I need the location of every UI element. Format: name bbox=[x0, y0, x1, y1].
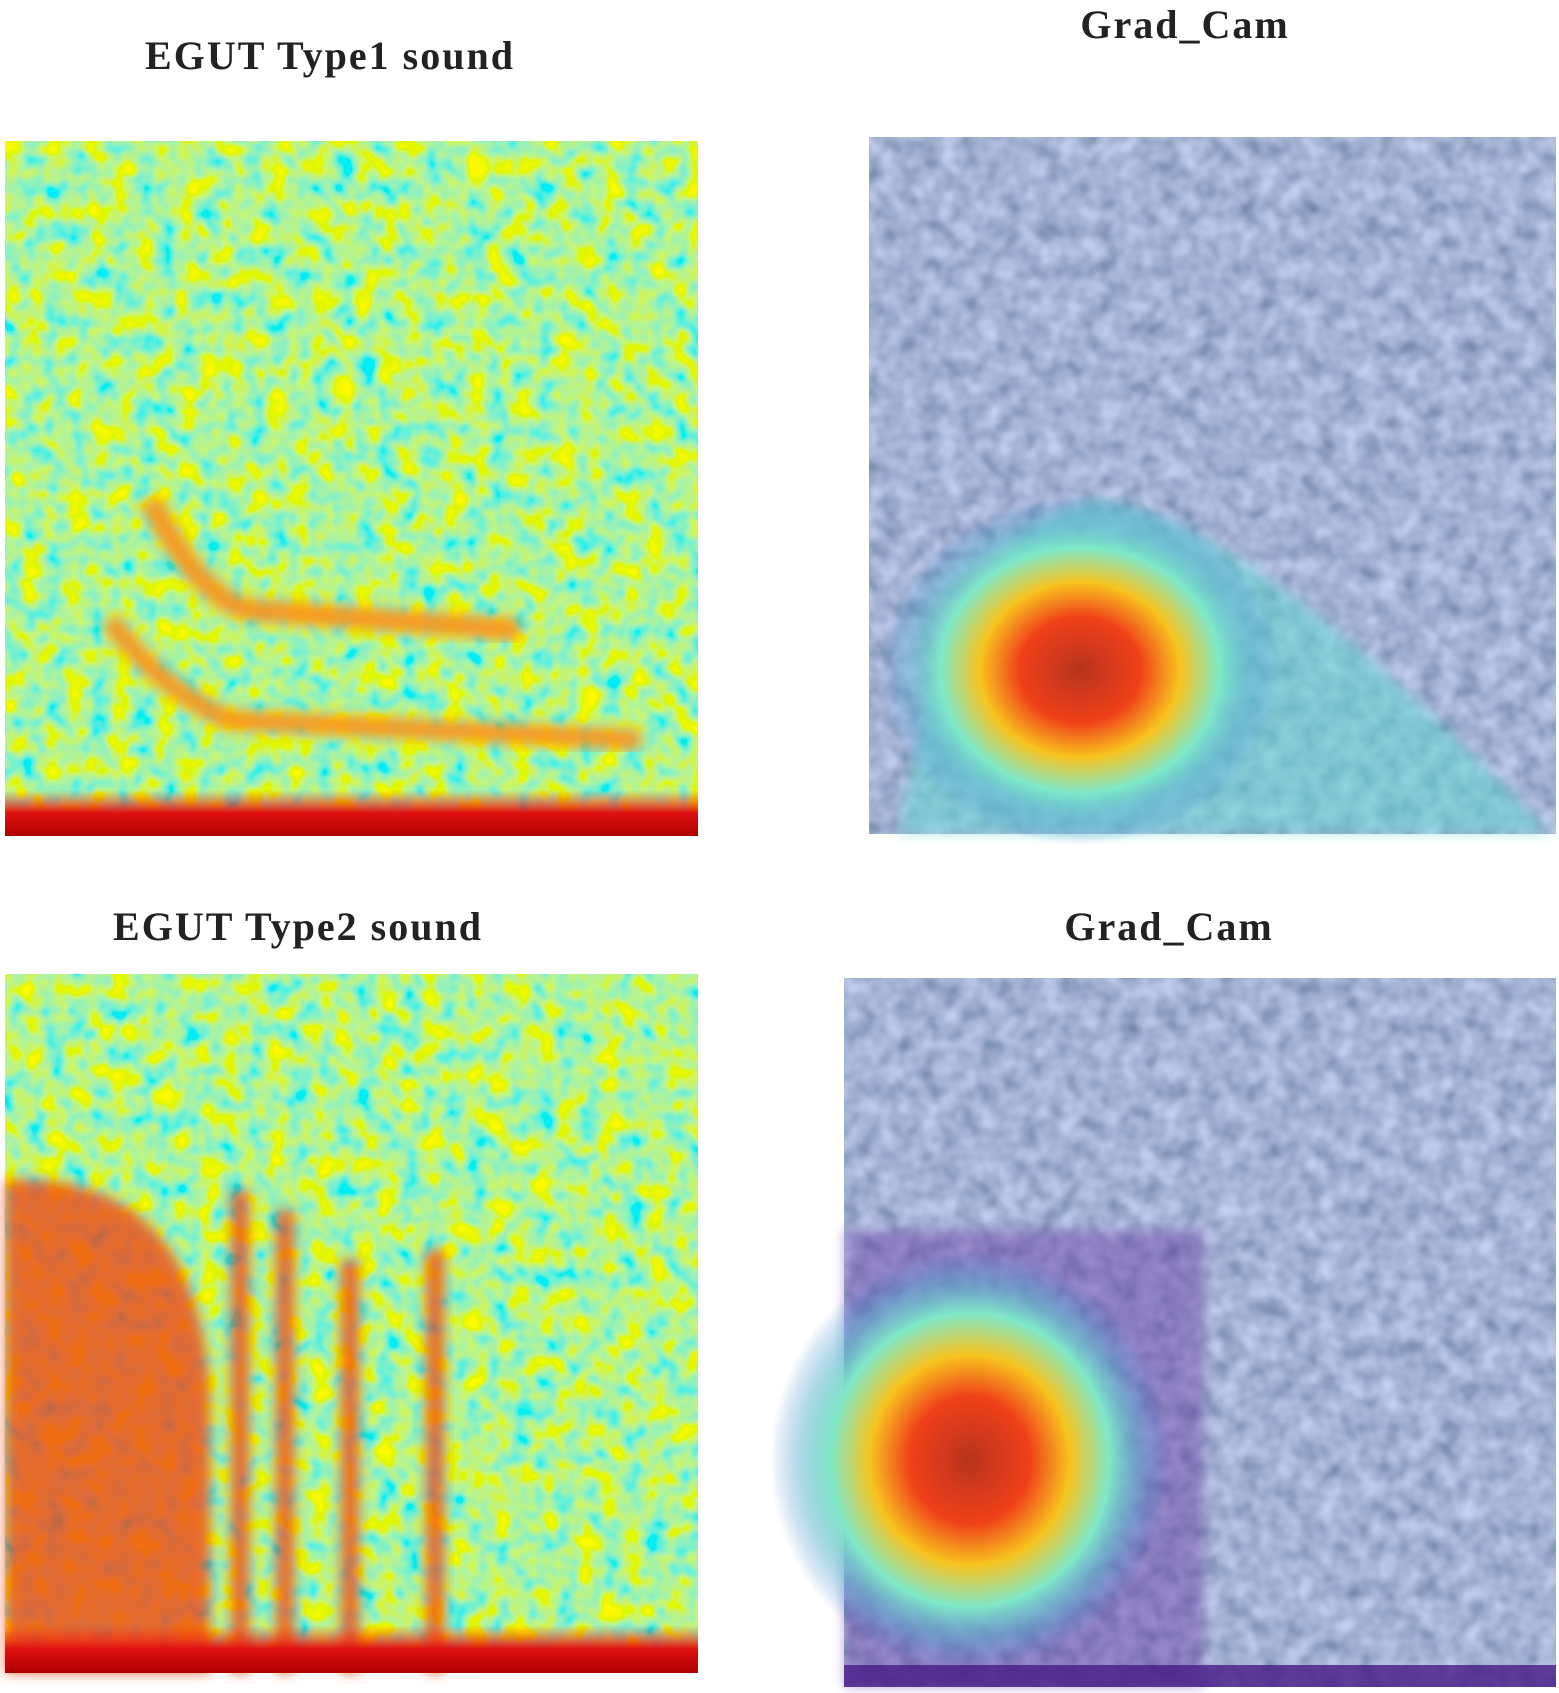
spectrogram bbox=[5, 974, 698, 1673]
low-band bbox=[844, 1665, 1556, 1687]
heat-peak bbox=[880, 495, 1280, 845]
spectrogram bbox=[5, 141, 698, 836]
panel-title: EGUT Type1 sound bbox=[145, 33, 515, 78]
gradcam bbox=[770, 978, 1556, 1687]
panel-title: Grad_Cam bbox=[1064, 904, 1273, 949]
feature bbox=[140, 495, 521, 641]
feature bbox=[5, 1179, 210, 1673]
heat-peak bbox=[770, 1250, 1170, 1670]
feature bbox=[101, 614, 641, 750]
low-band bbox=[5, 790, 698, 836]
gradcam bbox=[869, 137, 1556, 845]
panel-title: Grad_Cam bbox=[1080, 2, 1289, 47]
harmonics bbox=[231, 1190, 444, 1673]
low-band bbox=[5, 1625, 698, 1673]
panel-title: EGUT Type2 sound bbox=[113, 904, 483, 949]
